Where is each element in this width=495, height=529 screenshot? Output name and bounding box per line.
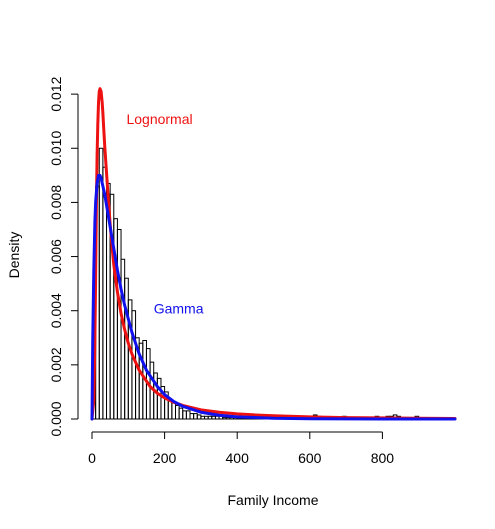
histogram-bar — [189, 413, 195, 420]
histogram-bar — [174, 404, 180, 420]
y-tick-label: 0.012 — [48, 76, 64, 111]
x-tick-label: 800 — [371, 450, 395, 466]
x-tick-label: 600 — [298, 450, 322, 466]
histogram-bar — [178, 407, 184, 420]
density-curves — [90, 87, 457, 421]
x-axis-title: Family Income — [227, 492, 318, 508]
histogram-bar — [214, 415, 220, 420]
y-tick-label: 0.002 — [48, 347, 64, 382]
histogram-bars — [91, 147, 420, 420]
histogram-bar — [156, 377, 162, 420]
histogram-bar — [124, 277, 129, 420]
y-axis-title: Density — [6, 232, 22, 279]
curve-annotations: Lognormal Gamma — [126, 111, 203, 317]
lognormal-annotation: Lognormal — [126, 111, 192, 127]
y-tick-label: 0.004 — [48, 293, 64, 328]
histogram-bar — [131, 310, 137, 420]
histogram-bar — [185, 410, 191, 420]
x-ticks: 0 200 400 600 800 — [88, 432, 394, 466]
lognormal-density-curve — [90, 87, 457, 421]
y-axis: 0.000 0.002 0.004 0.006 0.008 0.010 0.012 — [48, 76, 79, 437]
histogram-bar — [225, 417, 231, 420]
x-axis: 0 200 400 600 800 — [88, 431, 394, 466]
histogram-bar — [222, 417, 227, 420]
y-tick-label: 0.006 — [48, 239, 64, 274]
y-tick-label: 0.000 — [48, 401, 64, 436]
x-tick-label: 0 — [88, 450, 96, 466]
x-tick-label: 400 — [226, 450, 250, 466]
histogram-bar — [171, 402, 176, 420]
histogram-bar — [167, 399, 173, 420]
y-tick-label: 0.010 — [48, 131, 64, 166]
histogram-bar — [120, 258, 126, 420]
histogram-bar — [204, 415, 209, 420]
histogram-bar — [116, 228, 122, 420]
histogram-bar — [196, 414, 202, 420]
histogram-bar — [200, 415, 206, 420]
y-ticks: 0.000 0.002 0.004 0.006 0.008 0.010 0.012 — [48, 76, 78, 437]
histogram-bar — [207, 415, 213, 420]
gamma-annotation: Gamma — [154, 300, 204, 316]
histogram-bar — [182, 410, 187, 420]
histogram-bar — [193, 413, 198, 420]
gamma-density-curve — [90, 173, 457, 421]
y-tick-label: 0.008 — [48, 185, 64, 220]
x-tick-label: 200 — [153, 450, 177, 466]
histogram-bar — [211, 415, 216, 420]
